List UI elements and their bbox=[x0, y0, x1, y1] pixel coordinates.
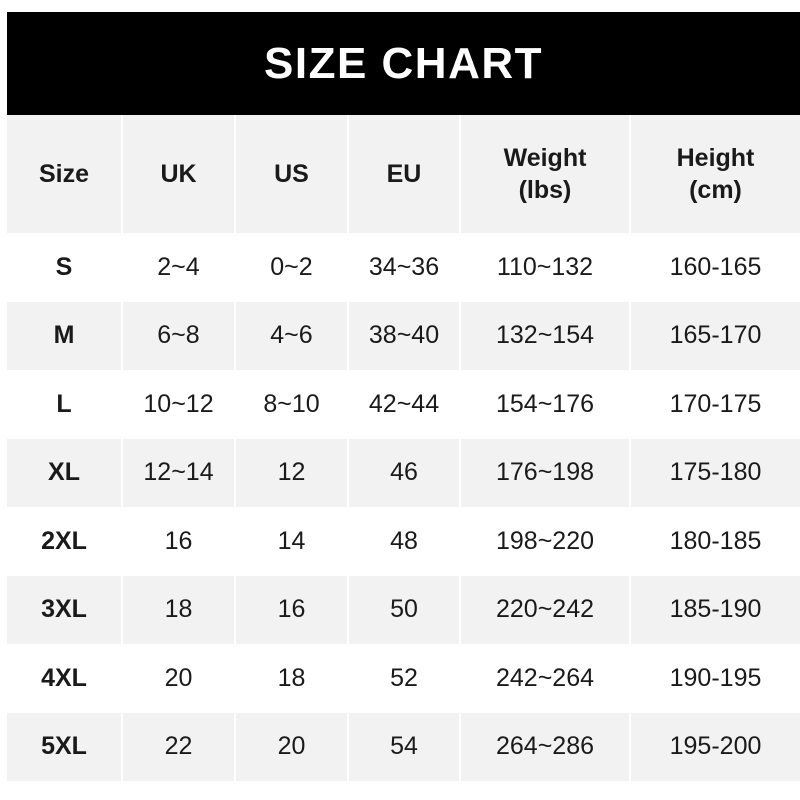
cell-size: 3XL bbox=[7, 575, 123, 644]
cell-eu: 52 bbox=[348, 644, 461, 713]
column-header-height-label: Height bbox=[676, 144, 755, 172]
cell-size: 2XL bbox=[7, 507, 123, 576]
column-header-height-unit: (cm) bbox=[689, 176, 742, 204]
cell-height: 190-195 bbox=[669, 663, 762, 692]
table-header-row: Size UK US EU Weight (lbs) Height (cm) bbox=[7, 115, 800, 233]
cell-weight: 110~132 bbox=[460, 233, 631, 302]
size-chart-table: Size UK US EU Weight (lbs) Height (cm) bbox=[7, 115, 800, 781]
cell-height: 185-190 bbox=[669, 595, 762, 624]
cell-uk: 12~14 bbox=[122, 438, 236, 507]
table-row: 4XL 20 18 52 242~264 190-195 bbox=[7, 644, 800, 713]
size-chart-banner: SIZE CHART bbox=[7, 12, 800, 115]
cell-us: 18 bbox=[235, 644, 349, 713]
cell-us: 8~10 bbox=[235, 370, 349, 439]
cell-uk: 2~4 bbox=[122, 233, 236, 302]
cell-height: 165-170 bbox=[669, 321, 762, 350]
cell-us: 16 bbox=[235, 575, 349, 644]
cell-eu: 48 bbox=[348, 507, 461, 576]
cell-uk: 10~12 bbox=[122, 370, 236, 439]
cell-size: S bbox=[7, 233, 123, 302]
table-row: 5XL 22 20 54 264~286 195-200 bbox=[7, 712, 800, 781]
cell-uk: 20 bbox=[122, 644, 236, 713]
cell-weight: 242~264 bbox=[460, 644, 631, 713]
cell-us: 14 bbox=[235, 507, 349, 576]
table-body: S 2~4 0~2 34~36 110~132 160-165 M 6~8 4~… bbox=[7, 233, 800, 781]
cell-height: 180-185 bbox=[669, 526, 762, 555]
column-header-size: Size bbox=[7, 115, 123, 233]
page-title: SIZE CHART bbox=[264, 38, 543, 88]
cell-us: 12 bbox=[235, 438, 349, 507]
cell-eu: 54 bbox=[348, 712, 461, 781]
cell-uk: 22 bbox=[122, 712, 236, 781]
table-row: XL 12~14 12 46 176~198 175-180 bbox=[7, 438, 800, 507]
cell-eu: 42~44 bbox=[348, 370, 461, 439]
cell-height: 175-180 bbox=[669, 458, 762, 487]
cell-uk: 6~8 bbox=[122, 301, 236, 370]
table-row: S 2~4 0~2 34~36 110~132 160-165 bbox=[7, 233, 800, 302]
cell-us: 0~2 bbox=[235, 233, 349, 302]
column-header-weight-label: Weight bbox=[503, 144, 587, 172]
cell-eu: 34~36 bbox=[348, 233, 461, 302]
cell-weight: 154~176 bbox=[460, 370, 631, 439]
table-header: Size UK US EU Weight (lbs) Height (cm) bbox=[7, 115, 800, 233]
cell-size: 5XL bbox=[7, 712, 123, 781]
column-header-size-label: Size bbox=[38, 160, 90, 188]
cell-weight: 220~242 bbox=[460, 575, 631, 644]
column-header-uk-label: UK bbox=[160, 160, 197, 188]
column-header-height: Height (cm) bbox=[630, 115, 800, 233]
table-row: M 6~8 4~6 38~40 132~154 165-170 bbox=[7, 301, 800, 370]
table-row: 3XL 18 16 50 220~242 185-190 bbox=[7, 575, 800, 644]
cell-weight: 176~198 bbox=[460, 438, 631, 507]
cell-weight: 264~286 bbox=[460, 712, 631, 781]
column-header-weight: Weight (lbs) bbox=[460, 115, 631, 233]
cell-size: 4XL bbox=[7, 644, 123, 713]
column-header-eu-label: EU bbox=[386, 160, 422, 188]
cell-eu: 38~40 bbox=[348, 301, 461, 370]
column-header-weight-unit: (lbs) bbox=[518, 176, 572, 204]
cell-us: 20 bbox=[235, 712, 349, 781]
cell-size: M bbox=[7, 301, 123, 370]
cell-size: XL bbox=[7, 438, 123, 507]
table-row: 2XL 16 14 48 198~220 180-185 bbox=[7, 507, 800, 576]
cell-eu: 46 bbox=[348, 438, 461, 507]
cell-height: 195-200 bbox=[669, 732, 762, 761]
column-header-us-label: US bbox=[274, 160, 309, 188]
cell-uk: 18 bbox=[122, 575, 236, 644]
cell-us: 4~6 bbox=[235, 301, 349, 370]
column-header-us: US bbox=[235, 115, 349, 233]
column-header-uk: UK bbox=[122, 115, 236, 233]
cell-size: L bbox=[7, 370, 123, 439]
cell-height: 160-165 bbox=[669, 252, 762, 281]
table-row: L 10~12 8~10 42~44 154~176 170-175 bbox=[7, 370, 800, 439]
cell-weight: 198~220 bbox=[460, 507, 631, 576]
cell-weight: 132~154 bbox=[460, 301, 631, 370]
cell-eu: 50 bbox=[348, 575, 461, 644]
column-header-eu: EU bbox=[348, 115, 461, 233]
cell-height: 170-175 bbox=[669, 389, 762, 418]
cell-uk: 16 bbox=[122, 507, 236, 576]
